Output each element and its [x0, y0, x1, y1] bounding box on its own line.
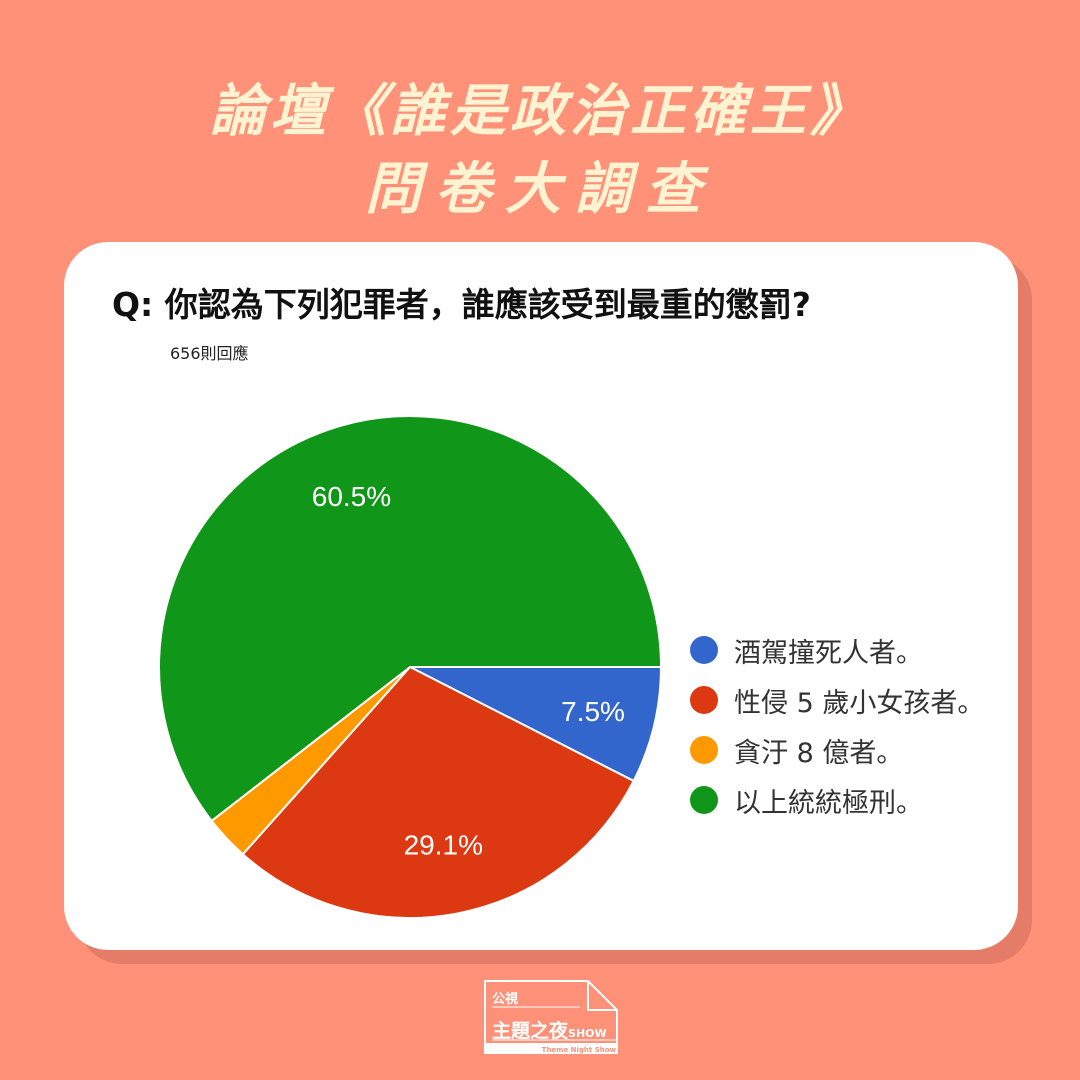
slice-label: 7.5%: [561, 696, 625, 727]
pie-slice: [241, 665, 635, 919]
legend-item: 貪汙 8 億者。: [690, 725, 984, 775]
legend-swatch: [690, 736, 718, 764]
slice-label: 29.1%: [404, 830, 483, 861]
legend-label: 以上統統極刑。: [734, 787, 923, 819]
legend-label: 酒駕撞死人者。: [734, 637, 923, 669]
legend-swatch: [690, 686, 718, 714]
slice-label: 60.5%: [312, 481, 391, 512]
response-count: 656則回應: [170, 344, 249, 363]
legend-item: 以上統統極刑。: [690, 775, 984, 825]
question-title: Q: 你認為下列犯罪者，誰應該受到最重的懲罰?: [112, 285, 811, 324]
legend-swatch: [690, 786, 718, 814]
legend: 酒駕撞死人者。性侵 5 歲小女孩者。 貪汙 8 億者。 以上統統極刑。: [690, 625, 984, 825]
legend-label: 貪汙 8 億者。: [734, 737, 904, 769]
legend-item: 酒駕撞死人者。: [690, 625, 984, 675]
legend-item: 性侵 5 歲小女孩者。: [690, 675, 984, 725]
legend-label: 性侵 5 歲小女孩者。: [734, 687, 985, 719]
logo: 公視 主題之夜SHOW Theme Night Show: [484, 980, 618, 1054]
legend-swatch: [690, 636, 718, 664]
logo-frame-icon: [484, 980, 618, 1054]
pie-slice: [158, 415, 663, 823]
page-title: 論壇《誰是政治正確王》: [210, 79, 870, 144]
page-subtitle: 問卷大調查: [365, 157, 715, 222]
pie-slice: [409, 666, 663, 783]
